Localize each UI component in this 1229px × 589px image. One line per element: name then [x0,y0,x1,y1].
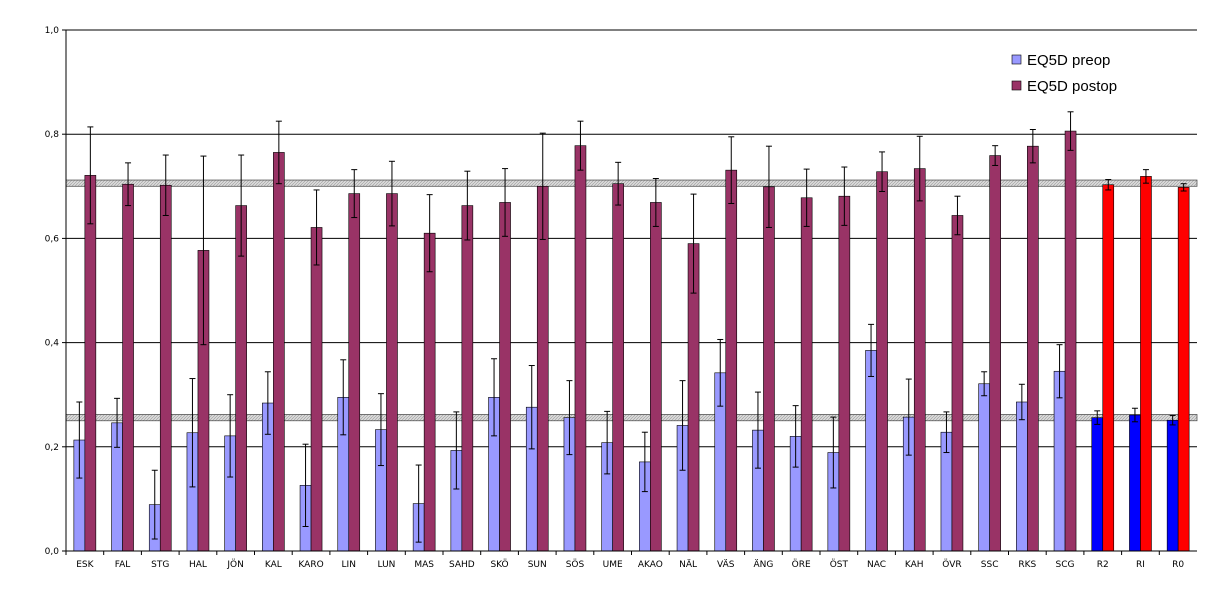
x-tick-label: AKAO [638,560,663,570]
bar-postop [574,145,587,552]
bar-postop [876,171,888,552]
x-tick-label: LUN [378,560,396,570]
x-tick-label: ESK [76,560,94,570]
bar-postop [536,186,549,552]
x-tick-label: KAH [905,560,924,570]
bar-postop [235,205,247,552]
x-tick-label: FAL [115,560,131,570]
bar-postop [122,183,134,552]
bar-postop [763,186,775,552]
x-tick-label: SKÖ [490,559,508,570]
x-tick-label: STG [151,560,169,570]
legend-label: EQ5D postop [1027,78,1117,95]
x-tick-label: KARO [298,560,323,570]
x-tick-label: VÄS [717,559,735,570]
y-tick-label: 0,6 [45,234,60,244]
axes: 0,0 0,2 0,4 0,6 0,8 1,0 ESK FAL STG HAL JÖN KAL KARO… [45,26,1197,570]
x-tick-label: R2 [1097,560,1109,570]
y-tick-label: 0,2 [45,443,59,453]
x-tick-label: ÖRE [792,559,811,570]
x-tick-label: SSC [981,560,999,570]
x-tick-label: NÄL [679,559,697,570]
bar-postop [348,193,361,552]
x-tick-label: SAHD [449,560,475,570]
gridlines [66,29,1197,448]
bar-preop [865,350,877,552]
x-tick-label: RI [1136,560,1145,570]
bars [73,130,1190,552]
x-tick-label: LIN [342,560,356,570]
x-tick-label: SÖS [566,559,585,570]
bar-postop [612,183,624,552]
bar-postop [1140,176,1152,552]
bar-postop [499,202,511,552]
bar-postop [1102,184,1115,552]
legend-swatch [1011,54,1022,65]
error-bars [76,111,1187,543]
bar-preop [1016,401,1028,552]
x-tick-label: MAS [414,560,434,570]
bar-postop [951,215,964,552]
legend-swatch [1011,80,1022,91]
bar-postop [461,205,474,552]
y-tick-label: 0,0 [45,547,60,557]
bar-preop [1129,414,1141,552]
bar-postop [159,184,172,552]
x-tick-label: RKS [1018,560,1036,570]
bar-postop [725,169,738,552]
x-tick-label: ÖST [830,559,849,570]
x-tick-label: KAL [265,560,282,570]
x-tick-label: JÖN [226,559,243,570]
bar-postop [989,155,1001,552]
x-tick-label: ÄNG [754,559,774,570]
bar-postop [1027,145,1039,552]
bar-postop [386,193,398,552]
y-tick-label: 0,8 [45,130,60,140]
y-tick-label: 0,4 [45,339,60,349]
bar-postop [800,197,813,552]
bar-preop [1166,419,1179,552]
x-tick-label: UME [603,560,623,570]
y-tick-label: 1,0 [45,26,60,36]
bar-postop [423,232,436,552]
bar-postop [310,227,323,552]
bar-postop [1177,187,1190,552]
legend: EQ5D preop EQ5D postop [1011,52,1117,95]
bar-preop [978,383,990,552]
bar-postop [84,175,97,552]
x-tick-label: R0 [1172,560,1184,570]
x-tick-label: ÖVR [942,559,961,570]
x-tick-label: HAL [189,560,207,570]
x-tick-label: SCG [1056,560,1075,570]
legend-label: EQ5D preop [1027,52,1110,69]
x-tick-label: SUN [528,560,547,570]
x-tick-label: NAC [867,560,886,570]
bar-postop [838,195,851,552]
bar-postop [273,152,285,552]
bar-postop [1064,130,1077,552]
bar-preop [1091,417,1104,552]
bar-postop [650,202,662,552]
bar-postop [913,168,926,552]
